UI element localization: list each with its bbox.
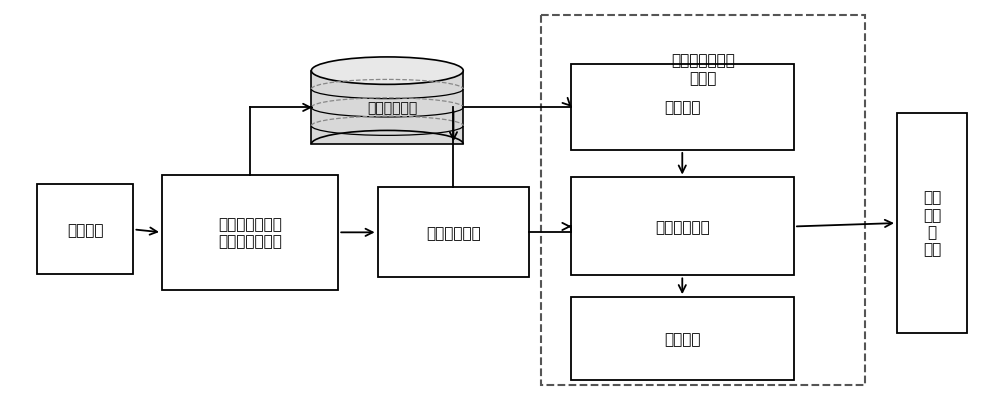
Bar xyxy=(571,297,794,381)
Bar xyxy=(162,175,338,290)
Bar xyxy=(897,113,967,334)
Text: 调制参数估计: 调制参数估计 xyxy=(655,219,710,234)
Bar xyxy=(571,65,794,151)
Text: 脉冲流去交错: 脉冲流去交错 xyxy=(426,225,481,240)
Text: 调制识别: 调制识别 xyxy=(664,100,701,115)
Text: 辐射源数据库: 辐射源数据库 xyxy=(367,101,417,115)
Text: 态势
分析
与
决策: 态势 分析 与 决策 xyxy=(923,190,941,257)
Text: 个体识别: 个体识别 xyxy=(664,331,701,346)
Text: 信号检测、参数
测量及特征提取: 信号检测、参数 测量及特征提取 xyxy=(218,217,282,249)
Bar xyxy=(378,188,529,278)
Ellipse shape xyxy=(311,58,463,85)
Text: 辐射源特性分析
与识别: 辐射源特性分析 与识别 xyxy=(671,53,735,86)
Bar xyxy=(541,16,865,385)
Bar xyxy=(37,185,133,275)
Bar xyxy=(311,71,463,145)
Bar xyxy=(571,178,794,276)
Text: 信号截获: 信号截获 xyxy=(67,222,104,237)
